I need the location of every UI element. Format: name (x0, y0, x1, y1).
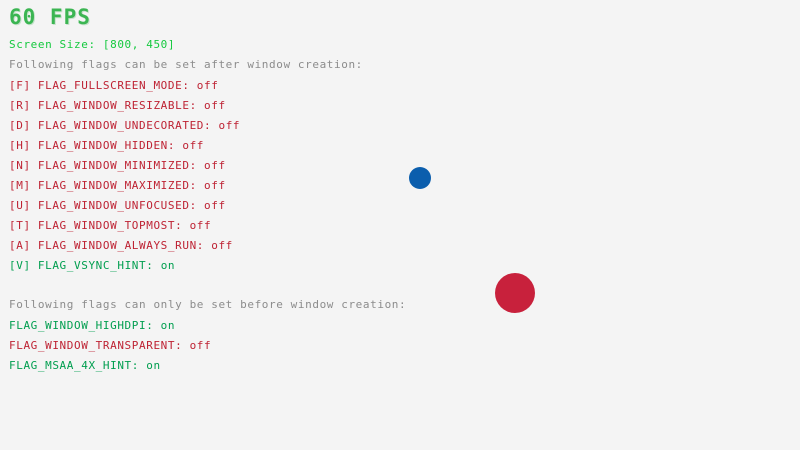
flag-row[interactable]: [V] FLAG_VSYNC_HINT: on (9, 259, 175, 272)
flag-name: FLAG_MSAA_4X_HINT: (9, 359, 140, 372)
flag-row[interactable]: [M] FLAG_WINDOW_MAXIMIZED: off (9, 179, 226, 192)
screen-size-label: Screen Size: [800, 450] (9, 38, 176, 51)
flag-value: off (196, 199, 226, 212)
flag-row[interactable]: [T] FLAG_WINDOW_TOPMOST: off (9, 219, 211, 232)
flag-key: [T] (9, 219, 31, 232)
flag-row[interactable]: [A] FLAG_WINDOW_ALWAYS_RUN: off (9, 239, 233, 252)
fps-counter: 60 FPS (9, 5, 91, 29)
red-ball (495, 273, 535, 313)
flag-value: on (153, 319, 176, 332)
flag-name: FLAG_WINDOW_MAXIMIZED: (30, 179, 197, 192)
flag-key: [H] (9, 139, 31, 152)
flag-name: FLAG_WINDOW_HIDDEN: (30, 139, 176, 152)
flag-name: FLAG_VSYNC_HINT: (30, 259, 154, 272)
flag-row: FLAG_WINDOW_HIGHDPI: on (9, 319, 175, 332)
flag-row: FLAG_WINDOW_TRANSPARENT: off (9, 339, 211, 352)
creation-flags-heading: Following flags can only be set before w… (9, 298, 407, 311)
flag-name: FLAG_WINDOW_HIGHDPI: (9, 319, 154, 332)
flag-value: off (204, 239, 233, 252)
flag-name: FLAG_WINDOW_UNDECORATED: (30, 119, 212, 132)
flag-key: [V] (9, 259, 31, 272)
flag-key: [N] (9, 159, 31, 172)
flag-value: on (139, 359, 161, 372)
flag-row[interactable]: [U] FLAG_WINDOW_UNFOCUSED: off (9, 199, 226, 212)
flag-value: off (189, 79, 219, 92)
runtime-flags-heading: Following flags can be set after window … (9, 58, 363, 71)
flag-value: off (196, 99, 226, 112)
flag-key: [R] (9, 99, 31, 112)
flag-row[interactable]: [F] FLAG_FULLSCREEN_MODE: off (9, 79, 218, 92)
flag-value: off (182, 339, 212, 352)
flag-key: [D] (9, 119, 31, 132)
flag-name: FLAG_WINDOW_UNFOCUSED: (30, 199, 197, 212)
flag-key: [A] (9, 239, 31, 252)
flag-name: FLAG_WINDOW_ALWAYS_RUN: (30, 239, 205, 252)
flag-name: FLAG_WINDOW_TOPMOST: (30, 219, 183, 232)
flag-row[interactable]: [N] FLAG_WINDOW_MINIMIZED: off (9, 159, 226, 172)
flag-key: [F] (9, 79, 31, 92)
flag-key: [M] (9, 179, 31, 192)
flag-name: FLAG_WINDOW_RESIZABLE: (30, 99, 197, 112)
flag-value: on (153, 259, 176, 272)
blue-ball (409, 167, 431, 189)
flag-row[interactable]: [H] FLAG_WINDOW_HIDDEN: off (9, 139, 204, 152)
flag-name: FLAG_FULLSCREEN_MODE: (30, 79, 190, 92)
flag-name: FLAG_WINDOW_TRANSPARENT: (9, 339, 183, 352)
flag-value: off (175, 139, 205, 152)
flag-row: FLAG_MSAA_4X_HINT: on (9, 359, 161, 372)
flag-value: off (196, 159, 226, 172)
flag-key: [U] (9, 199, 31, 212)
flag-name: FLAG_WINDOW_MINIMIZED: (30, 159, 197, 172)
flag-row[interactable]: [D] FLAG_WINDOW_UNDECORATED: off (9, 119, 240, 132)
flag-value: off (196, 179, 226, 192)
flag-value: off (211, 119, 241, 132)
flag-row[interactable]: [R] FLAG_WINDOW_RESIZABLE: off (9, 99, 226, 112)
flag-value: off (182, 219, 212, 232)
